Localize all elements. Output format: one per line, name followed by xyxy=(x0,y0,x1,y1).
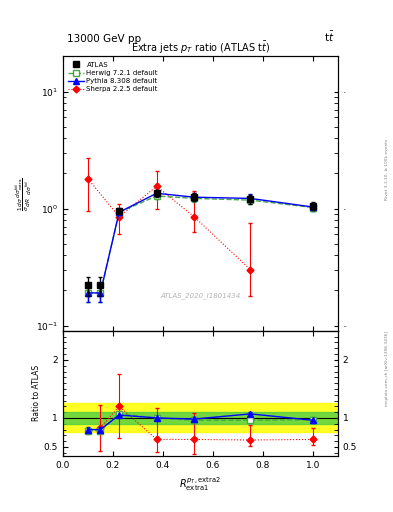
Text: Rivet 3.1.10, ≥ 100k events: Rivet 3.1.10, ≥ 100k events xyxy=(385,138,389,200)
Y-axis label: $\frac{1}{\sigma}\frac{d\sigma}{dR}\frac{d\sigma^{\rm fid}_{\rm extra}}{d\sigma^: $\frac{1}{\sigma}\frac{d\sigma}{dR}\frac… xyxy=(14,177,34,210)
Text: ATLAS_2020_I1801434: ATLAS_2020_I1801434 xyxy=(160,292,241,298)
Text: 13000 GeV pp: 13000 GeV pp xyxy=(67,33,141,44)
Text: t$\bar{t}$: t$\bar{t}$ xyxy=(323,29,334,44)
Text: mcplots.cern.ch [arXiv:1306.3436]: mcplots.cern.ch [arXiv:1306.3436] xyxy=(385,331,389,406)
Title: Extra jets $p_T$ ratio (ATLAS t$\bar{t}$): Extra jets $p_T$ ratio (ATLAS t$\bar{t}$… xyxy=(131,40,270,56)
Legend: ATLAS, Herwig 7.2.1 default, Pythia 8.308 default, Sherpa 2.2.5 default: ATLAS, Herwig 7.2.1 default, Pythia 8.30… xyxy=(66,60,160,94)
Bar xyxy=(63,412,338,424)
Bar xyxy=(63,403,338,433)
X-axis label: $R_{\mathrm{extra1}}^{p_T,\mathrm{extra2}}$: $R_{\mathrm{extra1}}^{p_T,\mathrm{extra2… xyxy=(180,475,221,493)
Y-axis label: Ratio to ATLAS: Ratio to ATLAS xyxy=(32,365,41,421)
